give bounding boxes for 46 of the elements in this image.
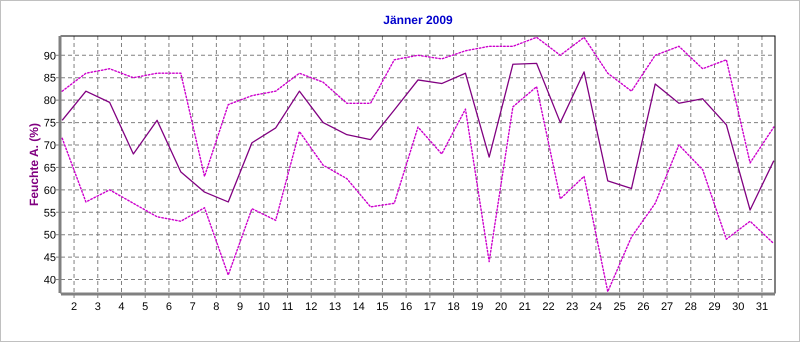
x-tick-label: 12	[305, 301, 318, 313]
x-tick-label: 7	[190, 301, 196, 313]
y-tick-label: 90	[44, 50, 56, 62]
line-series	[61, 36, 775, 178]
x-tick-label: 19	[471, 301, 484, 313]
x-tick-label: 14	[352, 301, 365, 313]
x-tick-label: 27	[660, 301, 674, 313]
x-tick-label: 9	[237, 301, 244, 313]
y-tick-label: 45	[44, 252, 56, 264]
x-tick-label: 25	[614, 301, 626, 313]
x-tick-label: 30	[732, 301, 744, 313]
x-tick-label: 22	[542, 301, 555, 313]
y-tick-label: 75	[44, 118, 56, 130]
chart-title: Jänner 2009	[383, 13, 454, 27]
x-tick-label: 6	[166, 301, 172, 313]
y-tick-label: 70	[44, 140, 56, 152]
x-tick-label: 18	[447, 301, 460, 313]
x-tick-label: 21	[518, 301, 531, 313]
x-tick-label: 31	[756, 301, 768, 313]
x-tick-label: 2	[70, 301, 78, 313]
x-tick-label: 26	[637, 301, 650, 313]
x-tick-label: 8	[213, 301, 220, 313]
y-tick-label: 50	[44, 230, 56, 242]
line-series	[62, 62, 774, 211]
x-tick-label: 10	[258, 301, 270, 313]
x-tick-label: 24	[590, 301, 602, 313]
x-tick-label: 20	[494, 301, 508, 313]
line-series	[61, 86, 775, 292]
x-tick-label: 17	[424, 301, 436, 313]
y-tick-label: 55	[44, 207, 56, 220]
x-tick-label: 4	[118, 301, 125, 313]
x-tick-label: 23	[566, 301, 578, 313]
x-tick-label: 28	[684, 301, 697, 313]
y-axis-title: Feuchte A. (%)	[27, 123, 41, 206]
x-tick-label: 16	[400, 301, 412, 313]
x-tick-label: 5	[142, 301, 148, 313]
y-tick-label: 60	[44, 184, 56, 197]
y-tick-label: 40	[44, 274, 56, 287]
x-tick-label: 11	[282, 301, 294, 313]
y-tick-label: 80	[44, 95, 56, 108]
x-tick-label: 3	[94, 301, 101, 313]
y-tick-label: 65	[44, 162, 56, 174]
y-tick-label: 85	[44, 72, 56, 85]
x-tick-label: 13	[328, 301, 342, 313]
x-tick-label: 29	[708, 301, 721, 313]
x-tick-label: 15	[376, 301, 389, 313]
